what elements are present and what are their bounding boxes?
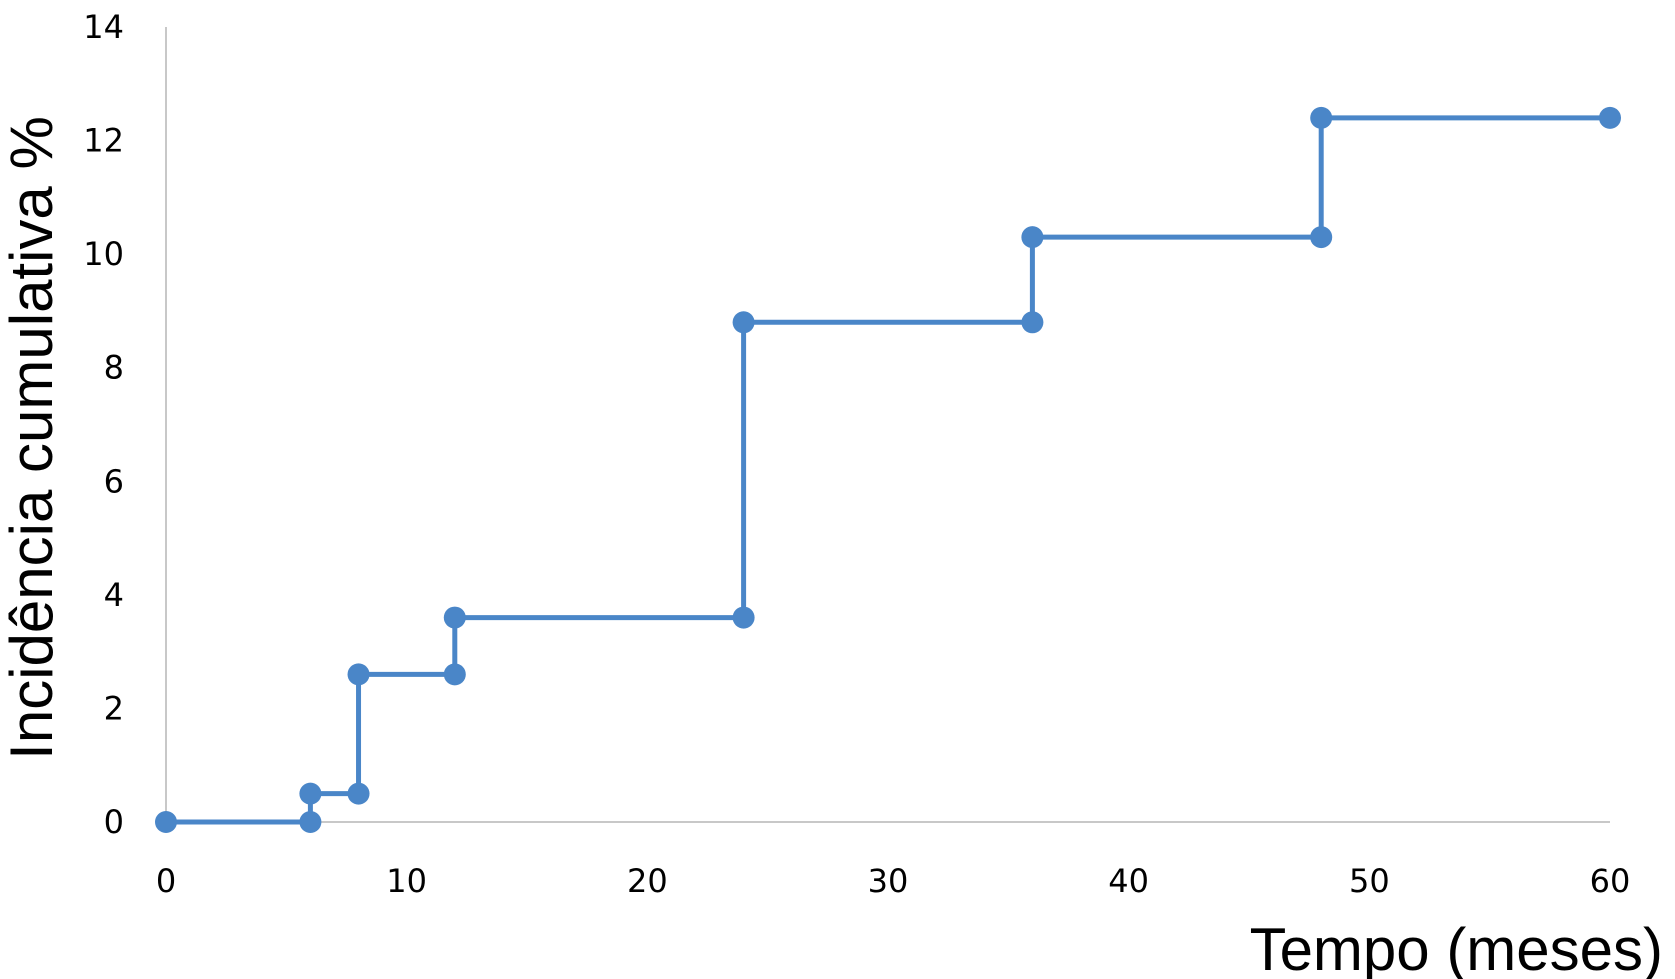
data-point: [443, 606, 466, 629]
y-tick-label: 2: [104, 689, 124, 727]
data-point: [1310, 106, 1333, 129]
data-point: [732, 606, 755, 629]
y-tick-label: 6: [104, 462, 124, 500]
data-point: [347, 663, 370, 686]
data-point: [443, 663, 466, 686]
y-tick-label: 14: [83, 8, 124, 46]
x-tick-labels: 0 10 20 30 40 50 60: [156, 862, 1631, 900]
y-tick-label: 8: [104, 349, 124, 387]
y-axis-title: Incidência cumulativa %: [0, 116, 65, 760]
y-tick-label: 12: [83, 122, 124, 160]
y-tick-label: 4: [104, 576, 124, 614]
x-tick-label: 60: [1590, 862, 1631, 900]
data-point: [1021, 311, 1044, 334]
data-point: [347, 782, 370, 805]
x-axis-title: Tempo (meses): [1250, 916, 1663, 979]
data-point: [1021, 226, 1044, 249]
data-point: [299, 811, 322, 833]
x-tick-label: 10: [386, 862, 427, 900]
data-point: [1310, 226, 1333, 249]
x-tick-label: 20: [627, 862, 668, 900]
x-tick-label: 40: [1108, 862, 1149, 900]
y-tick-label: 0: [104, 803, 124, 841]
series-line: [166, 115, 1610, 825]
x-tick-label: 30: [868, 862, 909, 900]
axes: [165, 27, 1610, 823]
series-markers: [155, 106, 1621, 833]
y-tick-label: 10: [83, 235, 124, 273]
data-point: [299, 782, 322, 805]
x-tick-label: 50: [1349, 862, 1390, 900]
data-point: [1599, 106, 1621, 129]
data-point: [732, 311, 755, 334]
y-tick-labels: 0 2 4 6 8 10 12 14: [83, 8, 124, 841]
data-point: [155, 811, 177, 833]
x-tick-label: 0: [156, 862, 176, 900]
